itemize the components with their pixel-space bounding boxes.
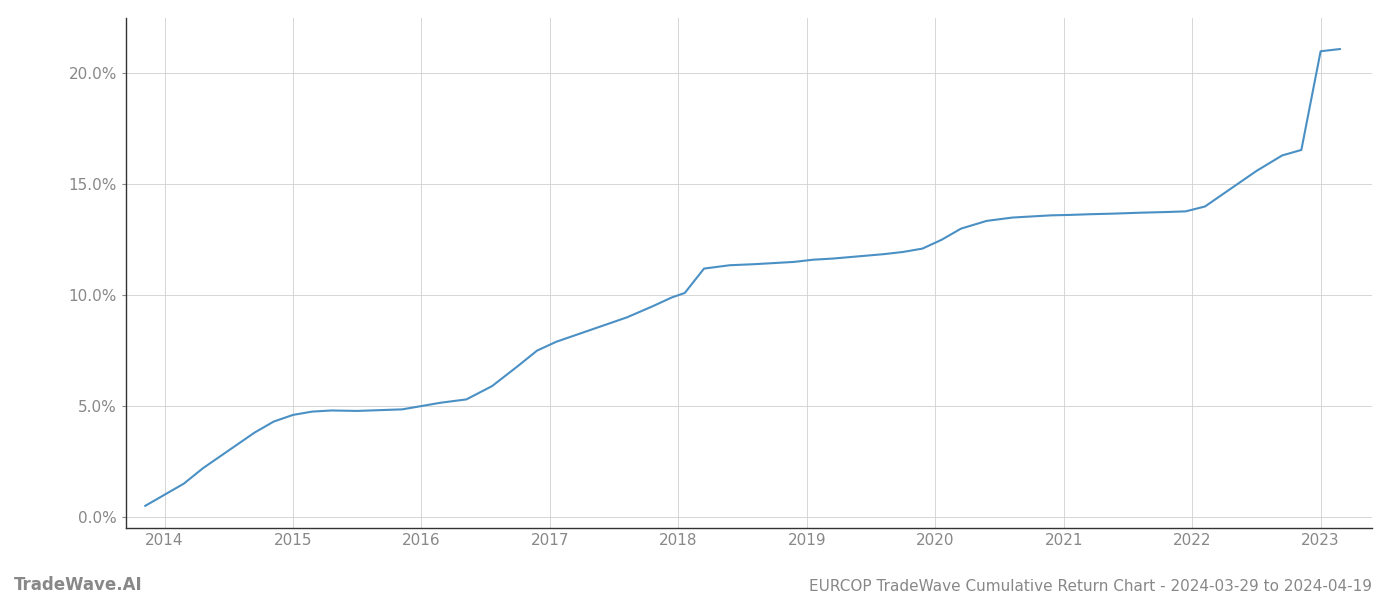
Text: TradeWave.AI: TradeWave.AI (14, 576, 143, 594)
Text: EURCOP TradeWave Cumulative Return Chart - 2024-03-29 to 2024-04-19: EURCOP TradeWave Cumulative Return Chart… (809, 579, 1372, 594)
